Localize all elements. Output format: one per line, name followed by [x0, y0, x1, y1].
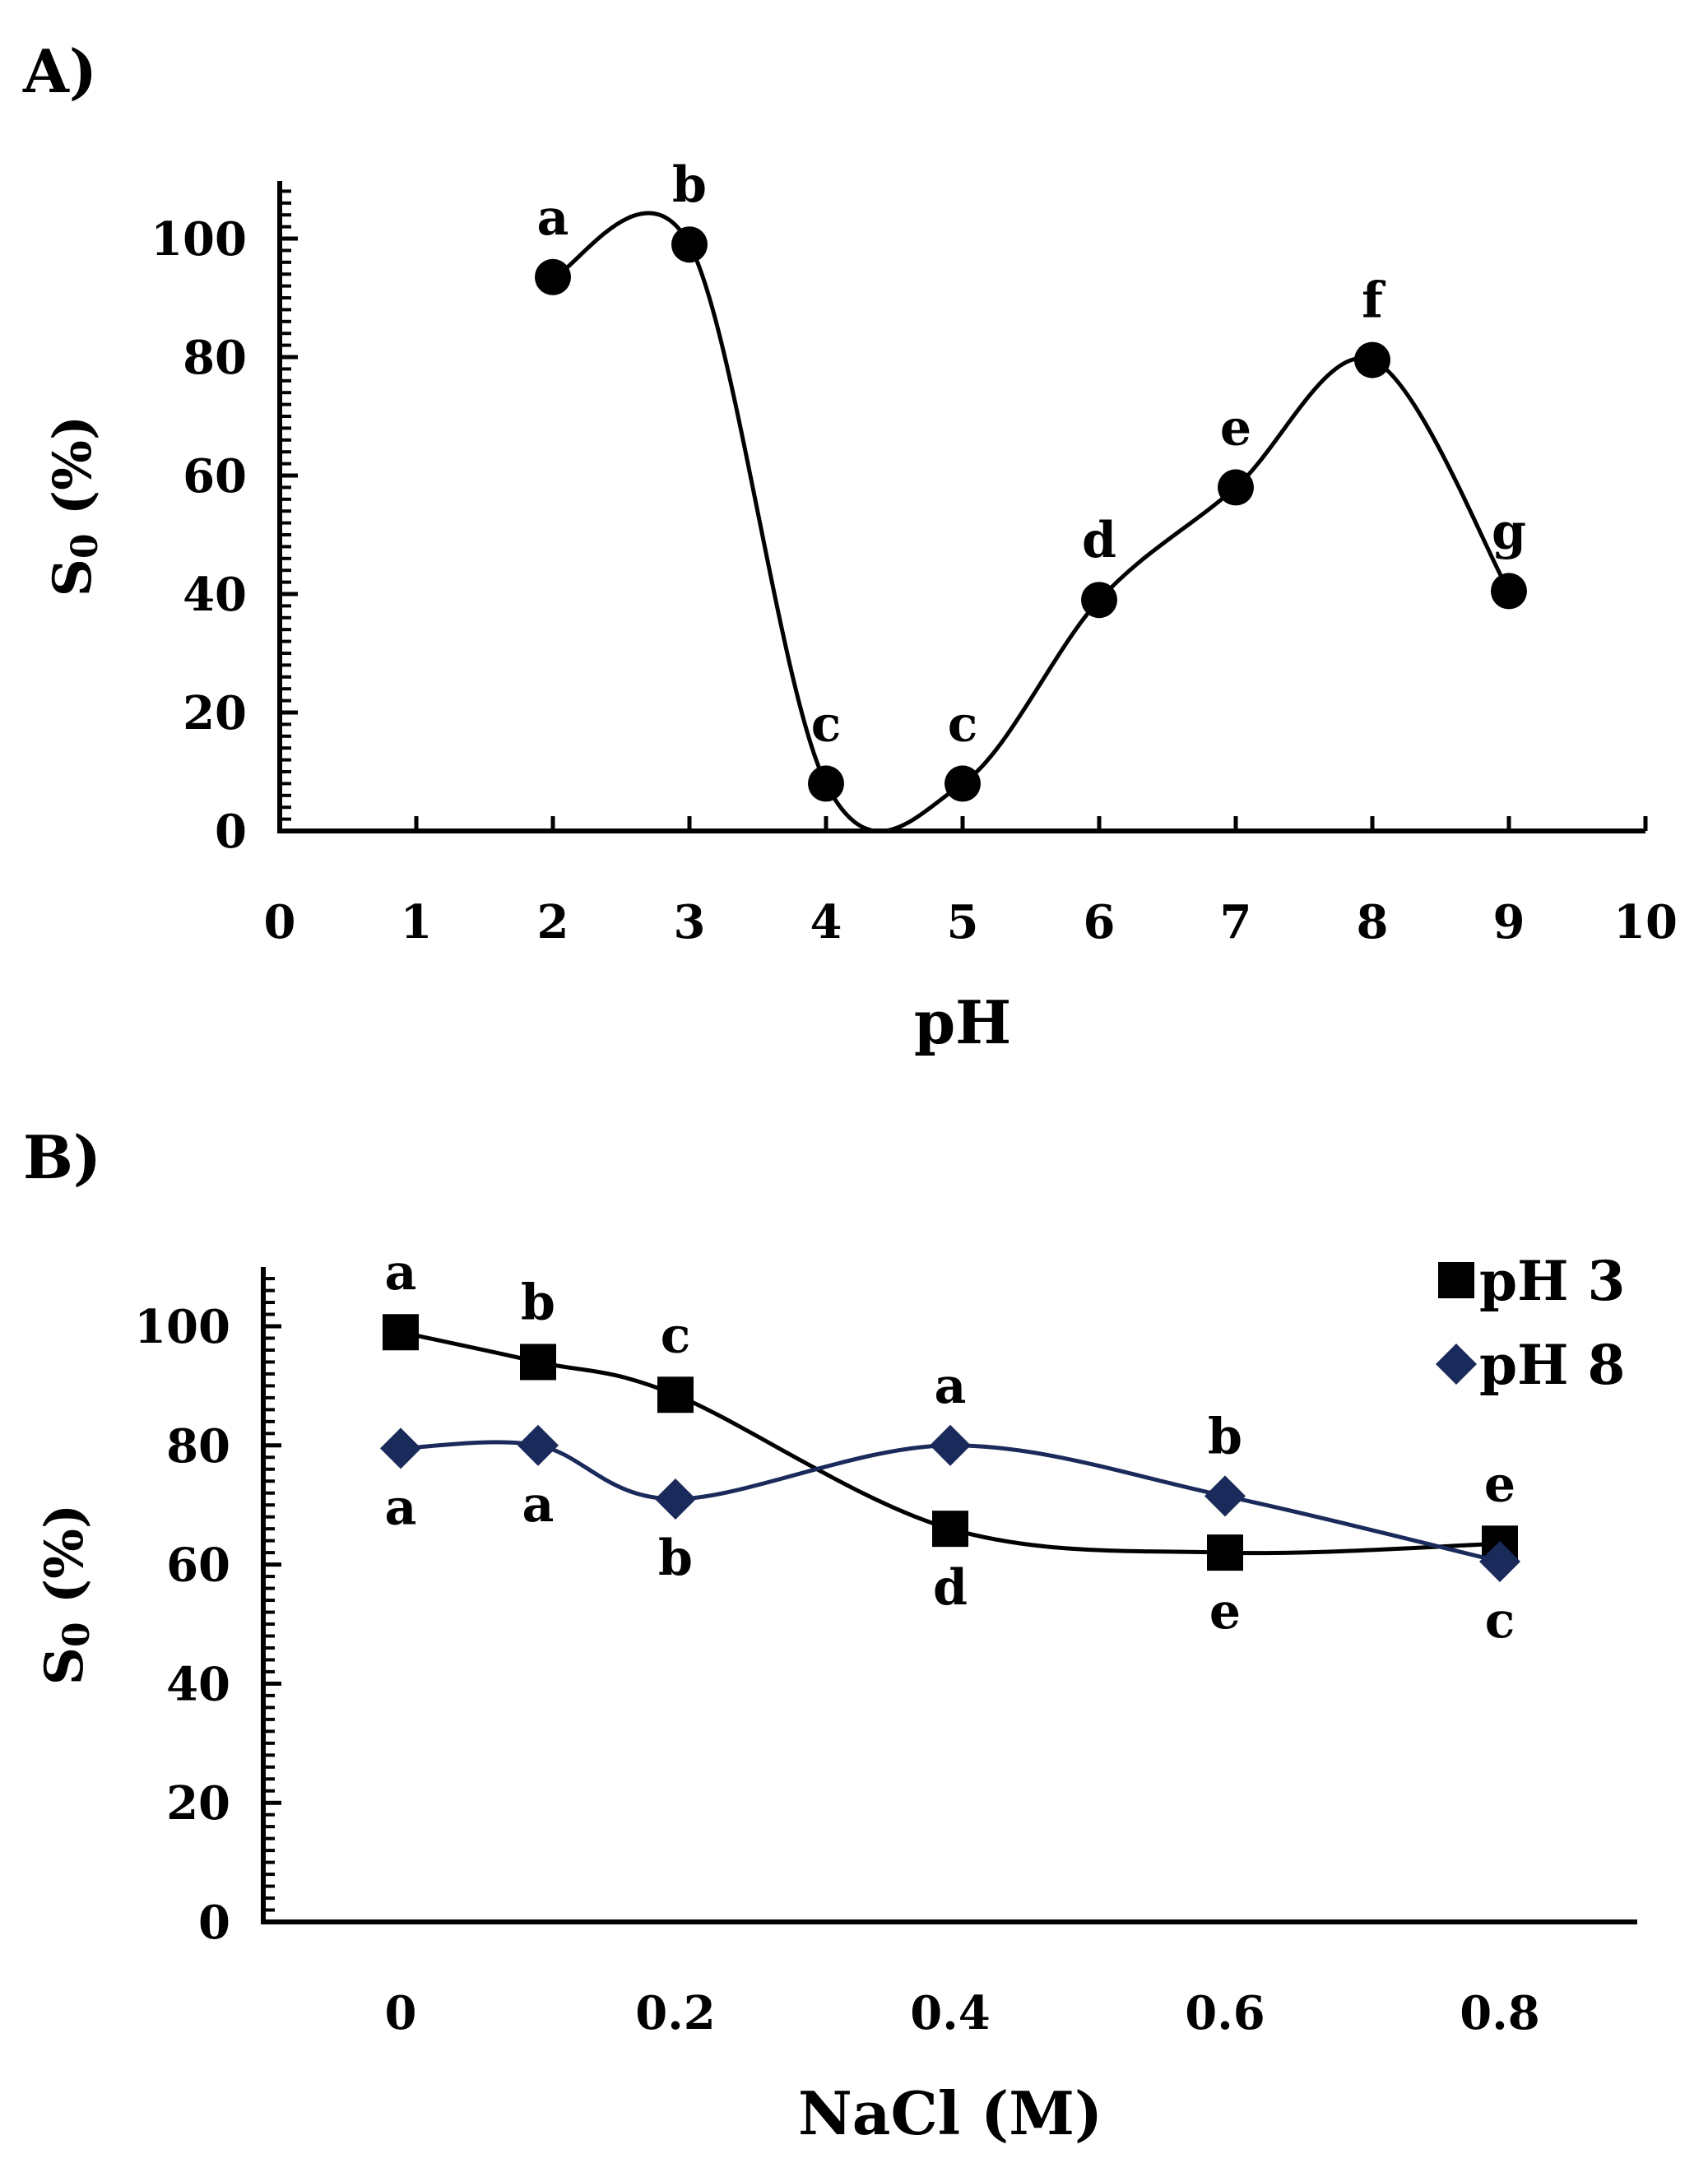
x-tick-label: 4 — [810, 895, 842, 949]
data-point — [1354, 341, 1390, 378]
data-label: c — [1485, 1592, 1515, 1650]
y-axis-title-tail: (%) — [42, 415, 104, 534]
data-point — [655, 1478, 696, 1520]
y-axis-title-sub: 0 — [56, 1622, 98, 1647]
x-tick-label: 0 — [385, 1986, 417, 2040]
x-tick-label: 5 — [947, 895, 979, 949]
x-tick-label: 3 — [674, 895, 706, 949]
y-axis-title-tail: (%) — [34, 1504, 95, 1622]
y-tick-label: 80 — [183, 331, 247, 385]
data-point — [535, 258, 571, 295]
data-point — [945, 765, 981, 802]
x-tick-label: 0.4 — [910, 1986, 990, 2040]
y-axis-title-sub: 0 — [64, 533, 106, 559]
data-label: c — [661, 1307, 691, 1364]
x-tick-label: 0.2 — [635, 1986, 715, 2040]
y-tick-label: 0 — [198, 1896, 230, 1950]
data-label: c — [811, 695, 842, 753]
panel-label: A) — [22, 36, 97, 106]
data-label: c — [948, 695, 978, 753]
x-tick-label: 7 — [1220, 895, 1252, 949]
data-label: e — [1209, 1583, 1241, 1641]
y-tick-label: 100 — [151, 212, 247, 267]
data-point — [380, 1427, 421, 1469]
y-tick-label: 40 — [183, 568, 247, 622]
data-point — [1491, 573, 1527, 610]
data-point — [808, 765, 844, 802]
data-point — [1081, 582, 1117, 619]
x-tick-label: 9 — [1493, 895, 1525, 949]
legend-label: pH 8 — [1479, 1333, 1625, 1397]
y-tick-label: 60 — [166, 1539, 230, 1593]
y-tick-label: 0 — [215, 805, 247, 859]
data-point — [1207, 1534, 1243, 1571]
data-point — [518, 1424, 559, 1466]
legend-label: pH 3 — [1479, 1249, 1625, 1313]
legend-marker — [1436, 1344, 1477, 1385]
x-axis-title: NaCl (M) — [798, 2078, 1102, 2148]
data-point — [383, 1314, 419, 1351]
x-axis-title: pH — [914, 987, 1011, 1057]
x-tick-label: 8 — [1357, 895, 1389, 949]
x-tick-label: 6 — [1084, 895, 1116, 949]
y-tick-label: 20 — [166, 1776, 230, 1831]
data-point — [657, 1376, 694, 1413]
x-tick-label: 2 — [537, 895, 569, 949]
y-tick-label: 40 — [166, 1657, 230, 1711]
x-tick-label: 0 — [264, 895, 296, 949]
y-axis-title-main: S — [42, 559, 104, 596]
y-axis-title: S0 (%) — [42, 415, 106, 597]
y-tick-label: 60 — [183, 449, 247, 504]
data-point — [520, 1344, 556, 1381]
y-tick-label: 100 — [134, 1300, 230, 1354]
data-point — [1479, 1540, 1520, 1582]
y-axis-title-main: S — [34, 1647, 95, 1685]
data-label: a — [537, 189, 569, 247]
data-point — [930, 1424, 971, 1466]
data-label: a — [385, 1478, 417, 1536]
data-label: d — [1082, 512, 1116, 569]
y-axis-title: S0 (%) — [34, 1504, 98, 1686]
x-tick-label: 0.8 — [1460, 1986, 1539, 2040]
data-label: b — [658, 1529, 693, 1587]
legend-marker — [1438, 1262, 1474, 1298]
data-point — [932, 1511, 968, 1548]
data-label: e — [1484, 1455, 1515, 1513]
data-point — [671, 226, 708, 263]
data-point — [1204, 1475, 1246, 1517]
data-label: g — [1492, 503, 1526, 560]
data-label: b — [521, 1274, 555, 1331]
data-label: b — [672, 156, 707, 214]
data-label: b — [1208, 1408, 1242, 1465]
data-label: a — [385, 1244, 417, 1302]
data-label: a — [935, 1358, 967, 1415]
data-label: a — [522, 1476, 555, 1534]
y-tick-label: 20 — [183, 686, 247, 740]
data-label: d — [933, 1559, 968, 1617]
y-tick-label: 80 — [166, 1419, 230, 1474]
data-point — [1218, 469, 1254, 506]
x-tick-label: 0.6 — [1185, 1986, 1265, 2040]
panel-label: B) — [23, 1122, 101, 1192]
x-tick-label: 1 — [401, 895, 433, 949]
x-tick-label: 10 — [1613, 895, 1678, 949]
data-label: e — [1220, 399, 1251, 457]
data-label: f — [1362, 272, 1386, 330]
